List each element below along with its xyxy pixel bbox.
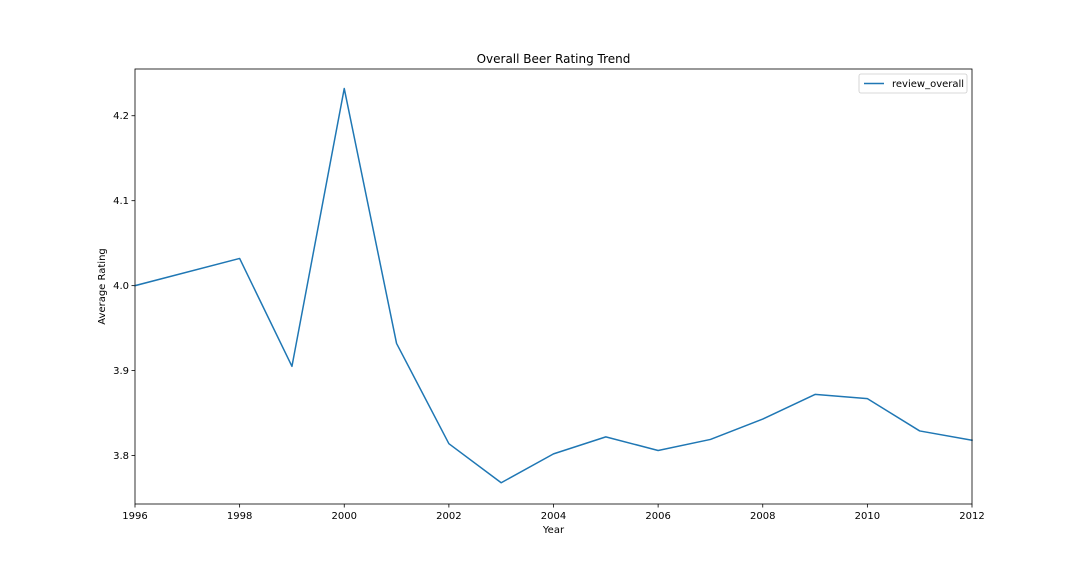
series-line-review-overall (134, 87, 973, 484)
x-tick-label: 2008 (750, 511, 775, 522)
series-layer (134, 87, 973, 484)
y-axis-ticks: 3.8 3.9 4.0 4.1 4.2 (113, 111, 135, 462)
plot-area (135, 69, 972, 504)
x-tick-label: 1996 (122, 511, 147, 522)
y-tick-label: 4.1 (113, 196, 129, 207)
y-axis-label: Average Rating (97, 248, 108, 324)
plot-frame (134, 68, 973, 505)
x-tick-label: 2010 (855, 511, 880, 522)
chart-title: Overall Beer Rating Trend (477, 52, 631, 66)
legend-box (858, 73, 968, 94)
x-tick-label: 2000 (332, 511, 357, 522)
x-tick-label: 1998 (227, 511, 252, 522)
x-axis-ticks: 1996 1998 2000 2002 2004 2006 2008 2010 2012 (122, 504, 985, 522)
x-tick-label: 2006 (645, 511, 670, 522)
y-tick-label: 3.8 (113, 451, 129, 462)
x-tick-label: 2004 (541, 511, 566, 522)
y-tick-label: 3.9 (113, 366, 129, 377)
x-tick-label: 2012 (959, 511, 984, 522)
y-tick-label: 4.2 (113, 111, 129, 122)
x-axis-label: Year (542, 525, 565, 536)
x-tick-label: 2002 (436, 511, 461, 522)
legend-entry-review-overall: review_overall (892, 79, 964, 90)
y-tick-label: 4.0 (113, 281, 129, 292)
legend: review_overall (858, 73, 968, 94)
